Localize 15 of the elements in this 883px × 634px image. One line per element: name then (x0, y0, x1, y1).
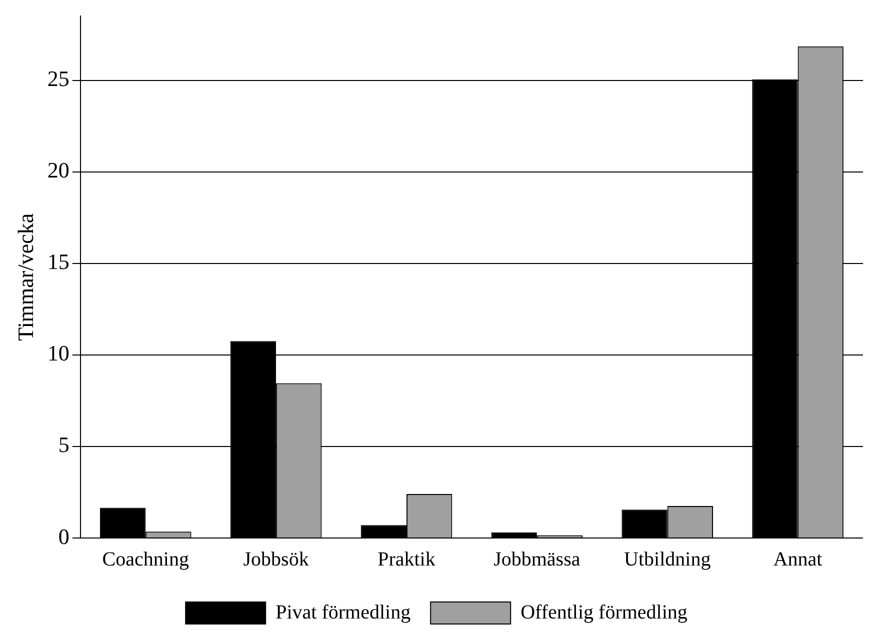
y-tick-label: 20 (47, 158, 70, 183)
x-tick-label: Jobbsök (243, 548, 309, 570)
y-axis-title: Timmar/vecka (12, 213, 38, 341)
y-tick-label: 0 (58, 524, 70, 549)
y-tick-label: 5 (58, 432, 70, 458)
y-tick-label: 25 (47, 66, 70, 92)
legend-label: Pivat förmedling (276, 601, 411, 624)
x-tick-label: Praktik (378, 548, 436, 570)
x-tick-label: Utbildning (624, 548, 711, 570)
x-tick-label: Annat (773, 548, 823, 570)
y-tick-label: 10 (47, 340, 70, 366)
x-tick-label: Coachning (102, 548, 189, 570)
legend-label: Offentlig förmedling (520, 601, 688, 624)
x-tick-label: Jobbmässa (494, 548, 580, 570)
y-tick-label: 15 (47, 249, 70, 274)
